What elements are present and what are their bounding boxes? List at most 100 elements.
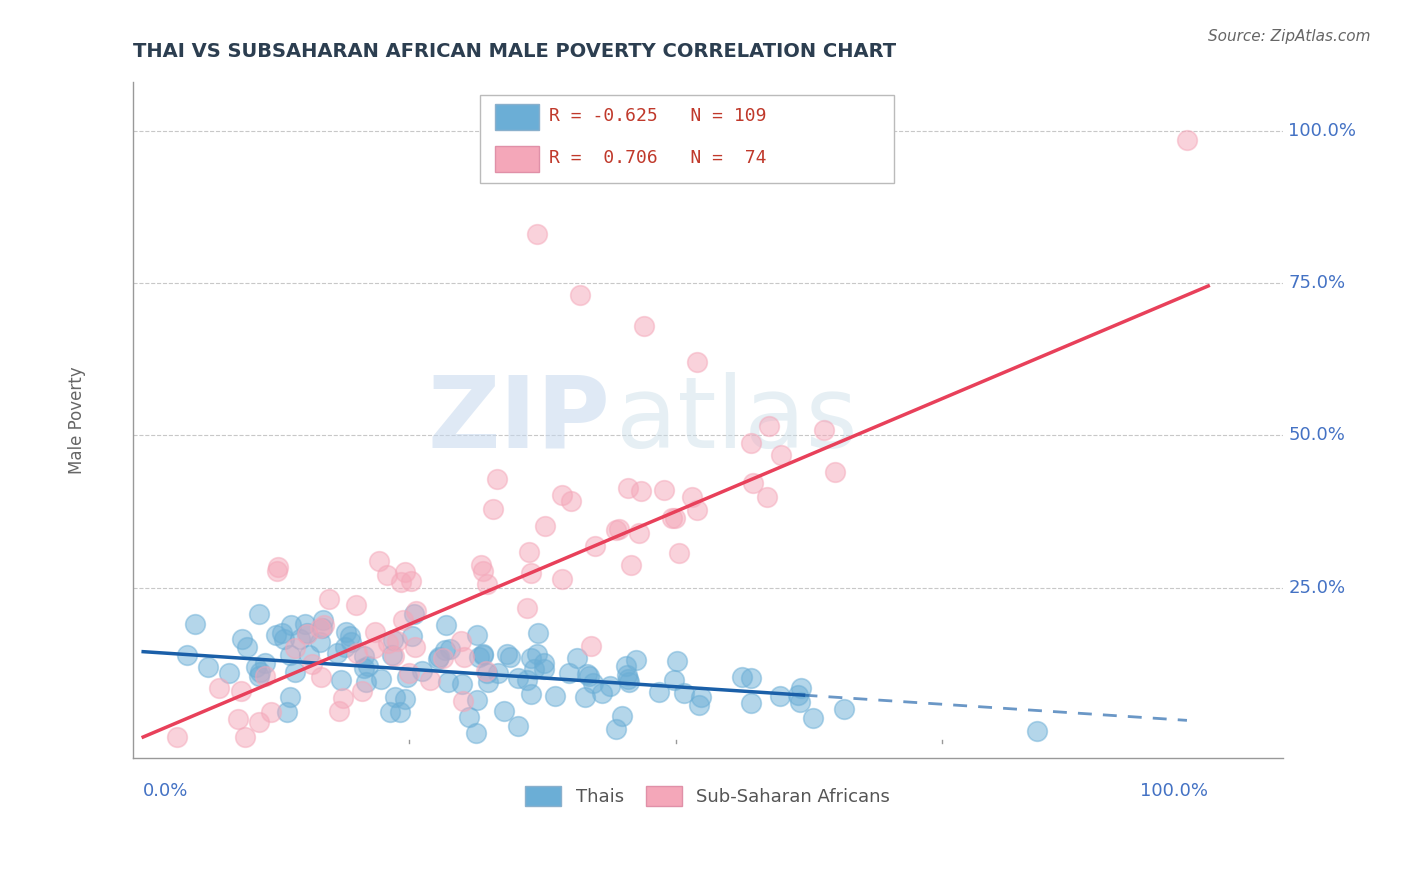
Point: [166, 730, 188, 744]
Point: [475, 664, 498, 678]
Point: [363, 640, 385, 655]
Point: [617, 675, 640, 690]
Point: [384, 690, 406, 705]
Point: [451, 694, 474, 708]
Point: [419, 673, 441, 687]
Point: [311, 621, 333, 635]
Point: [616, 668, 638, 682]
Point: [247, 715, 270, 730]
Point: [533, 656, 555, 670]
Point: [450, 633, 472, 648]
Point: [526, 227, 548, 241]
Point: [574, 690, 596, 704]
Point: [516, 601, 538, 615]
Point: [519, 687, 541, 701]
Point: [378, 705, 401, 719]
Point: [769, 690, 792, 704]
Point: [332, 690, 354, 705]
Point: [486, 665, 509, 680]
Point: [437, 675, 460, 690]
Point: [467, 650, 489, 665]
Point: [508, 719, 530, 733]
Point: [477, 674, 499, 689]
Point: [235, 640, 257, 655]
Point: [499, 649, 522, 664]
Point: [259, 705, 281, 719]
Point: [290, 632, 312, 646]
Point: [367, 554, 389, 568]
Point: [402, 607, 425, 621]
Text: THAI VS SUBSAHARAN AFRICAN MALE POVERTY CORRELATION CHART: THAI VS SUBSAHARAN AFRICAN MALE POVERTY …: [132, 42, 896, 61]
Point: [354, 674, 377, 689]
Point: [790, 681, 813, 696]
Point: [558, 665, 581, 680]
Point: [591, 685, 613, 699]
Point: [465, 628, 488, 642]
Point: [605, 523, 627, 537]
FancyBboxPatch shape: [479, 95, 894, 183]
Point: [426, 652, 449, 666]
Point: [273, 632, 295, 647]
Point: [630, 483, 652, 498]
Point: [339, 629, 361, 643]
Point: [672, 686, 695, 700]
Point: [278, 690, 301, 704]
Point: [688, 698, 710, 712]
Text: Source: ZipAtlas.com: Source: ZipAtlas.com: [1208, 29, 1371, 45]
Point: [662, 673, 685, 688]
Point: [328, 704, 350, 718]
Point: [690, 690, 713, 704]
Point: [434, 618, 457, 632]
Text: 75.0%: 75.0%: [1288, 274, 1346, 292]
Point: [740, 436, 762, 450]
Point: [280, 618, 302, 632]
Point: [382, 648, 405, 663]
Point: [245, 660, 267, 674]
Text: 100.0%: 100.0%: [1288, 121, 1357, 139]
Point: [543, 689, 565, 703]
Point: [325, 646, 347, 660]
Legend: Thais, Sub-Saharan Africans: Thais, Sub-Saharan Africans: [517, 779, 897, 814]
Point: [233, 730, 256, 744]
Point: [404, 640, 426, 654]
Point: [610, 709, 633, 723]
Point: [551, 488, 574, 502]
Point: [309, 621, 332, 635]
Point: [465, 693, 488, 707]
Point: [516, 673, 538, 687]
Point: [758, 419, 780, 434]
Text: Male Poverty: Male Poverty: [69, 367, 86, 474]
Point: [229, 684, 252, 698]
Point: [184, 617, 207, 632]
Point: [471, 564, 494, 578]
Point: [335, 624, 357, 639]
Point: [253, 669, 276, 683]
Point: [433, 643, 456, 657]
Point: [218, 665, 240, 680]
Text: R =  0.706   N =  74: R = 0.706 N = 74: [548, 149, 766, 167]
Point: [276, 705, 298, 719]
Text: 100.0%: 100.0%: [1140, 781, 1208, 799]
Point: [628, 525, 651, 540]
Point: [492, 704, 515, 718]
Point: [353, 649, 375, 664]
Point: [450, 677, 472, 691]
Point: [647, 685, 669, 699]
Point: [583, 539, 606, 553]
Point: [176, 648, 198, 662]
Point: [439, 641, 461, 656]
Point: [197, 659, 219, 673]
Point: [624, 653, 647, 667]
Text: 25.0%: 25.0%: [1288, 579, 1346, 597]
Point: [381, 648, 404, 662]
Point: [470, 558, 492, 573]
Point: [740, 696, 762, 710]
Point: [295, 626, 318, 640]
Point: [787, 688, 810, 702]
Point: [249, 669, 271, 683]
Point: [401, 629, 423, 643]
Point: [295, 627, 318, 641]
Point: [617, 481, 640, 495]
Point: [370, 672, 392, 686]
Point: [453, 650, 475, 665]
